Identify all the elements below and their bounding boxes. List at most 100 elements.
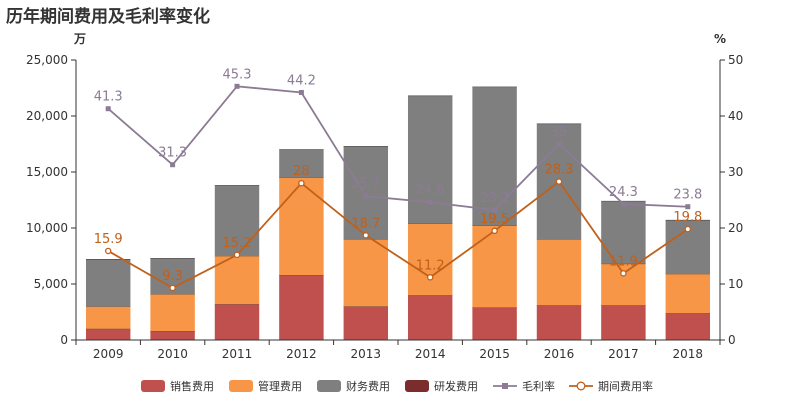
bar-2-2013 — [343, 239, 389, 307]
line-1-point — [234, 83, 240, 89]
line-1-data-label: 45.3 — [223, 67, 252, 82]
line-1-point — [105, 106, 111, 112]
bar-1-2012 — [279, 275, 324, 340]
legend-label-2: 管理费用 — [258, 379, 302, 393]
bar-1-2017 — [601, 305, 646, 340]
line-1-point — [685, 204, 691, 210]
line-1-point — [620, 201, 626, 207]
x-tick-label: 2013 — [351, 347, 382, 361]
x-tick-label: 2010 — [157, 347, 188, 361]
y-right-tick-label: 0 — [728, 333, 736, 347]
y-right-tick-label: 30 — [728, 165, 743, 179]
legend-label-4: 研发费用 — [434, 379, 478, 393]
line-2-point — [491, 227, 498, 235]
line-2-point — [233, 251, 241, 259]
x-tick-label: 2015 — [479, 347, 510, 361]
x-tick-label: 2014 — [415, 347, 446, 361]
y-left-tick-label: 10,000 — [26, 221, 68, 235]
line-2-data-label: 19.5 — [480, 212, 509, 227]
line-1-data-label: 31.3 — [158, 146, 187, 161]
line-2-point — [620, 270, 627, 277]
y-left-tick-label: 15,000 — [26, 165, 68, 179]
bar-2-2015 — [472, 225, 517, 308]
legend-swatch-1 — [141, 380, 165, 392]
bar-1-2010 — [150, 331, 195, 340]
y-left-tick-label: 0 — [60, 333, 68, 347]
y-left-tick-label: 20,000 — [26, 109, 68, 123]
line-1-data-label: 24.6 — [416, 183, 445, 198]
bar-2-2011 — [214, 256, 260, 305]
y-left-unit: 万 — [73, 32, 86, 46]
x-tick-label: 2011 — [222, 347, 253, 361]
line-2-data-label: 15.9 — [94, 232, 123, 247]
bar-3-2012 — [279, 149, 324, 178]
line-2-point — [555, 178, 563, 185]
legend-label-6: 期间费用率 — [598, 379, 653, 393]
line-1-data-label: 44.2 — [287, 73, 316, 88]
x-tick-label: 2018 — [673, 347, 704, 361]
chart-title: 历年期间费用及毛利率变化 — [6, 7, 210, 27]
bar-2-2012 — [279, 177, 324, 276]
y-right-tick-label: 40 — [728, 109, 743, 123]
bar-1-2013 — [343, 306, 389, 340]
bar-2-2018 — [665, 273, 711, 314]
line-1-data-label: 41.3 — [94, 90, 123, 105]
x-tick-label: 2012 — [286, 347, 317, 361]
x-tick-label: 2017 — [608, 347, 639, 361]
y-left-tick-label: 25,000 — [26, 53, 68, 67]
lines-layer — [104, 83, 692, 292]
line-2-point — [426, 274, 434, 281]
axes-layer: 0 5,000 10,000 15,000 20,000 25,000 0 10 20 30 40 5… — [26, 32, 743, 361]
bar-2-2014 — [407, 223, 453, 296]
bar-1-2014 — [407, 295, 453, 340]
y-left-tick-label: 5,000 — [34, 277, 68, 291]
line-2-point — [169, 284, 176, 292]
line-2-point — [362, 232, 370, 239]
line-2-data-label: 15.2 — [223, 236, 252, 251]
legend: 销售费用 管理费用 财务费用 研发费用 毛利率 期间费用率 — [141, 379, 653, 393]
bars-layer — [85, 86, 711, 340]
line-1-point — [298, 89, 304, 95]
bar-2-2016 — [536, 239, 582, 306]
data-labels-layer: 41.3 31.3 45.3 44.2 25.7 24.6 23.2 35 24.3 23.8 15… — [94, 67, 703, 284]
line-2-data-label: 18.7 — [351, 216, 380, 231]
line-2-data-label: 11.2 — [416, 258, 445, 273]
line-1-point — [363, 193, 369, 199]
bar-3-2011 — [214, 185, 260, 256]
legend-marker-6 — [576, 381, 586, 391]
x-tick-label: 2009 — [93, 347, 124, 361]
bar-2-2010 — [150, 294, 195, 332]
legend-label-3: 财务费用 — [346, 379, 390, 393]
legend-label-1: 销售费用 — [170, 379, 214, 393]
bar-1-2016 — [536, 305, 582, 340]
line-1-data-label: 23.8 — [673, 188, 702, 203]
line-2-point — [298, 179, 305, 187]
legend-swatch-2 — [229, 380, 253, 392]
legend-label-5: 毛利率 — [522, 379, 555, 393]
line-1-point — [427, 199, 433, 205]
line-1-data-label: 35 — [551, 125, 568, 140]
line-1-point — [170, 162, 176, 168]
line-2-data-label: 11.9 — [609, 254, 638, 269]
legend-swatch-3 — [317, 380, 341, 392]
x-tick-label: 2016 — [544, 347, 575, 361]
legend-marker-5 — [502, 383, 508, 389]
y-right-unit: % — [714, 32, 726, 46]
line-2-data-label: 19.8 — [673, 210, 702, 225]
line-1-data-label: 24.3 — [609, 185, 638, 200]
line-1-point — [492, 207, 498, 213]
line-2-data-label: 28.3 — [545, 163, 574, 178]
line-2-point — [684, 225, 692, 233]
line-2-data-label: 28 — [293, 164, 310, 179]
bar-1-2018 — [665, 313, 711, 340]
line-2-data-label: 9.3 — [162, 269, 183, 284]
line-series-1 — [107, 85, 688, 212]
bar-1-2011 — [214, 304, 260, 340]
y-right-tick-label: 20 — [728, 221, 743, 235]
bar-2-2017 — [601, 263, 646, 306]
bar-1-2009 — [85, 328, 131, 340]
line-2-point — [104, 247, 112, 255]
bar-3-2009 — [85, 259, 131, 307]
line-series-2 — [107, 180, 689, 289]
